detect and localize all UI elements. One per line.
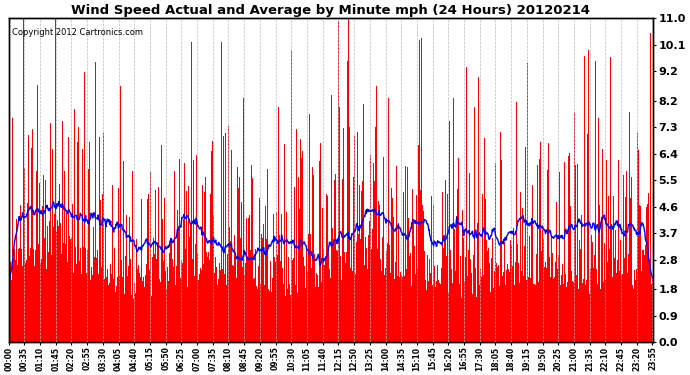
Text: Copyright 2012 Cartronics.com: Copyright 2012 Cartronics.com [12, 28, 143, 37]
Title: Wind Speed Actual and Average by Minute mph (24 Hours) 20120214: Wind Speed Actual and Average by Minute … [71, 4, 590, 17]
